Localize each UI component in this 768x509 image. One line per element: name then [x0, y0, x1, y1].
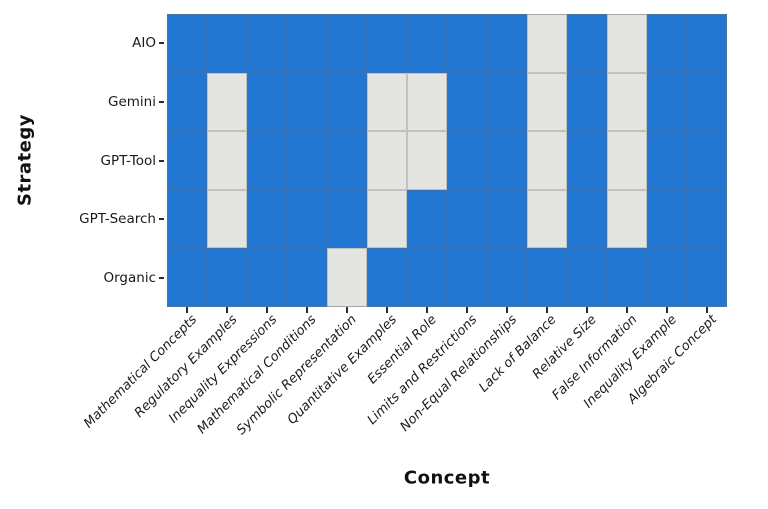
heatmap-cell-present: [647, 189, 687, 249]
heatmap-cell-present: [327, 14, 367, 73]
heatmap-cell-present: [287, 248, 327, 307]
heatmap-cell-absent: [527, 189, 567, 249]
x-tick-mark: [226, 307, 228, 313]
heatmap-cell-absent: [407, 131, 447, 190]
heatmap-cell-present: [687, 189, 727, 249]
heatmap-cell-present: [487, 189, 527, 249]
heatmap-cell-present: [167, 189, 207, 249]
y-tick-label: AIO: [132, 35, 156, 52]
y-tick-mark: [159, 100, 164, 103]
y-tick-mark: [159, 42, 164, 45]
heatmap-cell-present: [687, 131, 727, 190]
heatmap-cell-absent: [367, 72, 407, 132]
heatmap-cell-absent: [527, 72, 567, 132]
heatmap-cell-absent: [607, 14, 647, 73]
heatmap-cell-present: [407, 248, 447, 307]
heatmap-cell-present: [447, 72, 487, 132]
heatmap-cell-present: [207, 248, 247, 307]
heatmap-cell-present: [247, 248, 287, 307]
x-tick-mark: [626, 307, 628, 313]
y-tick-mark: [159, 159, 164, 162]
heatmap-cell-absent: [207, 189, 247, 249]
x-tick-mark: [426, 307, 428, 313]
heatmap-cell-present: [647, 248, 687, 307]
heatmap-cell-present: [487, 248, 527, 307]
heatmap-cell-present: [647, 14, 687, 73]
heatmap-cell-absent: [207, 131, 247, 190]
heatmap-cell-present: [207, 14, 247, 73]
heatmap-cell-present: [407, 14, 447, 73]
heatmap-cell-present: [287, 14, 327, 73]
y-tick-mark: [159, 276, 164, 279]
heatmap-cell-present: [167, 248, 207, 307]
heatmap-cell-absent: [607, 131, 647, 190]
heatmap-cell-present: [567, 189, 607, 249]
heatmap-cell-absent: [607, 189, 647, 249]
y-tick-label: Gemini: [108, 93, 156, 110]
heatmap-cell-absent: [367, 189, 407, 249]
heatmap-cell-present: [167, 14, 207, 73]
y-tick-label: Organic: [103, 269, 156, 286]
x-tick-mark: [706, 307, 708, 313]
heatmap-cell-absent: [327, 248, 367, 307]
heatmap-cell-present: [687, 248, 727, 307]
heatmap-cell-present: [327, 189, 367, 249]
heatmap-grid: [167, 14, 727, 307]
y-axis-title: Strategy: [14, 113, 36, 207]
heatmap-cell-present: [647, 131, 687, 190]
y-tick-label: GPT-Tool: [100, 152, 156, 169]
x-tick-mark: [586, 307, 588, 313]
heatmap-cell-present: [447, 131, 487, 190]
heatmap-cell-present: [167, 131, 207, 190]
x-tick-mark: [466, 307, 468, 313]
x-tick-mark: [666, 307, 668, 313]
x-tick-mark: [546, 307, 548, 313]
heatmap-cell-present: [407, 189, 447, 249]
heatmap-cell-present: [287, 131, 327, 190]
x-axis-title: Concept: [403, 467, 491, 489]
x-tick-mark: [506, 307, 508, 313]
heatmap-cell-present: [487, 131, 527, 190]
heatmap-cell-present: [247, 189, 287, 249]
heatmap-cell-absent: [527, 131, 567, 190]
heatmap-cell-present: [527, 248, 567, 307]
heatmap-cell-present: [687, 72, 727, 132]
heatmap-cell-present: [367, 14, 407, 73]
x-tick-mark: [386, 307, 388, 313]
heatmap-cell-present: [247, 131, 287, 190]
heatmap-cell-present: [447, 248, 487, 307]
x-tick-mark: [186, 307, 188, 313]
heatmap-cell-present: [567, 72, 607, 132]
heatmap-cell-present: [247, 72, 287, 132]
heatmap-cell-present: [287, 72, 327, 132]
heatmap-cell-present: [287, 189, 327, 249]
heatmap-cell-absent: [367, 131, 407, 190]
heatmap-cell-present: [247, 14, 287, 73]
heatmap-cell-present: [487, 72, 527, 132]
heatmap-cell-present: [447, 14, 487, 73]
heatmap-cell-absent: [407, 72, 447, 132]
heatmap-cell-present: [487, 14, 527, 73]
x-tick-mark: [346, 307, 348, 313]
heatmap-cell-present: [607, 248, 647, 307]
x-tick-mark: [266, 307, 268, 313]
heatmap-cell-present: [367, 248, 407, 307]
heatmap-cell-present: [327, 72, 367, 132]
heatmap-cell-present: [647, 72, 687, 132]
heatmap-cell-present: [687, 14, 727, 73]
heatmap-cell-present: [567, 14, 607, 73]
heatmap-cell-present: [167, 72, 207, 132]
heatmap-cell-present: [567, 248, 607, 307]
heatmap-cell-present: [447, 189, 487, 249]
y-tick-mark: [159, 218, 164, 221]
heatmap-cell-absent: [607, 72, 647, 132]
y-tick-label: GPT-Search: [79, 211, 156, 228]
x-tick-mark: [306, 307, 308, 313]
heatmap-cell-absent: [207, 72, 247, 132]
heatmap-cell-present: [327, 131, 367, 190]
heatmap-cell-present: [567, 131, 607, 190]
heatmap-cell-absent: [527, 14, 567, 73]
